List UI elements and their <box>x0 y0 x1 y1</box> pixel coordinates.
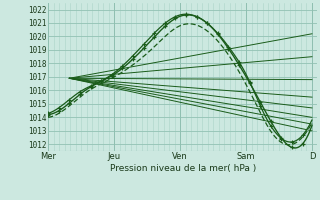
X-axis label: Pression niveau de la mer( hPa ): Pression niveau de la mer( hPa ) <box>110 164 256 173</box>
